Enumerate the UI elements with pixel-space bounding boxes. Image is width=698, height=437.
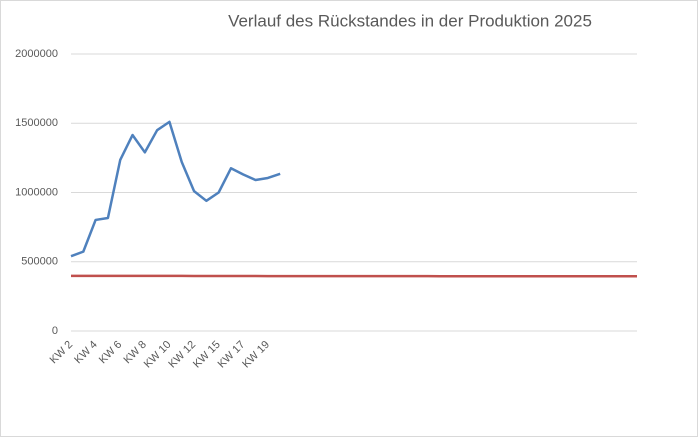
y-tick-label: 0 bbox=[52, 325, 58, 337]
chart-title: Verlauf des Rückstandes in der Produktio… bbox=[228, 11, 592, 30]
y-tick-label: 1500000 bbox=[15, 117, 58, 129]
data-line bbox=[70, 120, 281, 258]
y-tick-label: 2000000 bbox=[15, 48, 58, 60]
y-tick-label: 500000 bbox=[21, 256, 58, 268]
y-tick-label: 1000000 bbox=[15, 186, 58, 198]
